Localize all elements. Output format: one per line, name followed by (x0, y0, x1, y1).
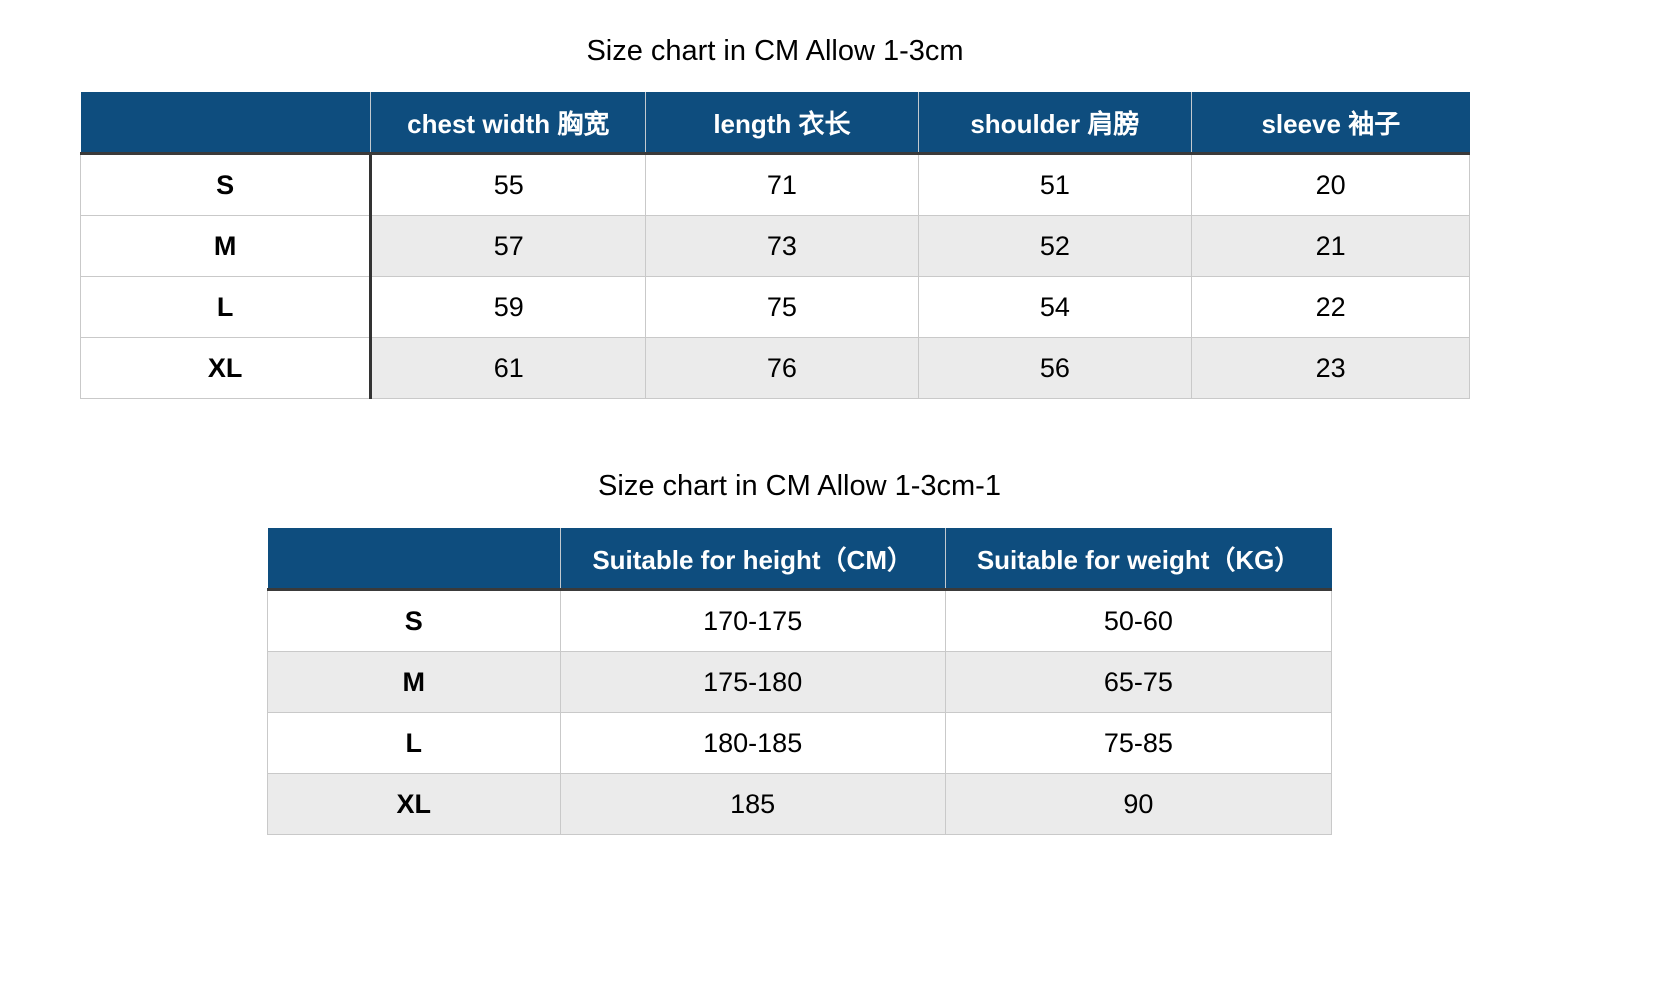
cell-weight: 65-75 (944, 651, 1333, 713)
cell-length: 76 (645, 337, 919, 399)
size-chart-table-fit: Suitable for height（CM） Suitable for wei… (267, 528, 1333, 835)
cell-chest-width: 57 (369, 215, 646, 277)
cell-sleeve: 22 (1191, 276, 1470, 338)
cell-length: 71 (645, 153, 919, 216)
size-chart-title-2: Size chart in CM Allow 1-3cm-1 (598, 470, 1001, 502)
cell-shoulder: 56 (917, 337, 1192, 399)
cell-chest-width: 55 (369, 153, 646, 216)
cell-shoulder: 52 (917, 215, 1192, 277)
size-label: L (79, 276, 371, 338)
size-label: S (267, 589, 561, 652)
cell-weight: 75-85 (944, 712, 1333, 774)
table-row: S 170-175 50-60 (267, 589, 1333, 652)
cell-height: 170-175 (559, 589, 946, 652)
size-chart-table-measurements: chest width 胸宽 length 衣长 shoulder 肩膀 sle… (79, 92, 1470, 399)
table-row: M 57 73 52 21 (79, 215, 1470, 277)
size-label: M (79, 215, 371, 277)
table-row: M 175-180 65-75 (267, 651, 1333, 713)
header-cell-shoulder: shoulder 肩膀 (917, 92, 1192, 155)
size-label: L (267, 712, 561, 774)
cell-sleeve: 23 (1191, 337, 1470, 399)
size-label: M (267, 651, 561, 713)
size-label: XL (267, 773, 561, 835)
cell-chest-width: 59 (369, 276, 646, 338)
cell-height: 180-185 (559, 712, 946, 774)
size-label: XL (79, 337, 371, 399)
cell-shoulder: 54 (917, 276, 1192, 338)
table-row: S 55 71 51 20 (79, 153, 1470, 216)
cell-length: 75 (645, 276, 919, 338)
header-cell-empty (80, 92, 371, 155)
size-chart-title-1: Size chart in CM Allow 1-3cm (586, 35, 964, 67)
table-header-row: Suitable for height（CM） Suitable for wei… (267, 528, 1332, 591)
cell-height: 185 (559, 773, 946, 835)
table-header-row: chest width 胸宽 length 衣长 shoulder 肩膀 sle… (80, 92, 1470, 155)
header-cell-empty (267, 528, 561, 591)
cell-weight: 50-60 (944, 589, 1333, 652)
cell-chest-width: 61 (369, 337, 646, 399)
cell-sleeve: 21 (1191, 215, 1470, 277)
cell-weight: 90 (944, 773, 1333, 835)
header-cell-weight: Suitable for weight（KG） (944, 528, 1332, 591)
table-row: L 59 75 54 22 (79, 276, 1470, 338)
cell-sleeve: 20 (1191, 153, 1470, 216)
header-cell-chest-width: chest width 胸宽 (370, 92, 646, 155)
size-label: S (79, 153, 371, 216)
table-row: L 180-185 75-85 (267, 712, 1333, 774)
header-cell-height: Suitable for height（CM） (559, 528, 946, 591)
table-row: XL 185 90 (267, 773, 1333, 835)
header-cell-length: length 衣长 (645, 92, 919, 155)
table-row: XL 61 76 56 23 (79, 337, 1470, 399)
cell-length: 73 (645, 215, 919, 277)
header-cell-sleeve: sleeve 袖子 (1191, 92, 1470, 155)
cell-height: 175-180 (559, 651, 946, 713)
cell-shoulder: 51 (917, 153, 1192, 216)
